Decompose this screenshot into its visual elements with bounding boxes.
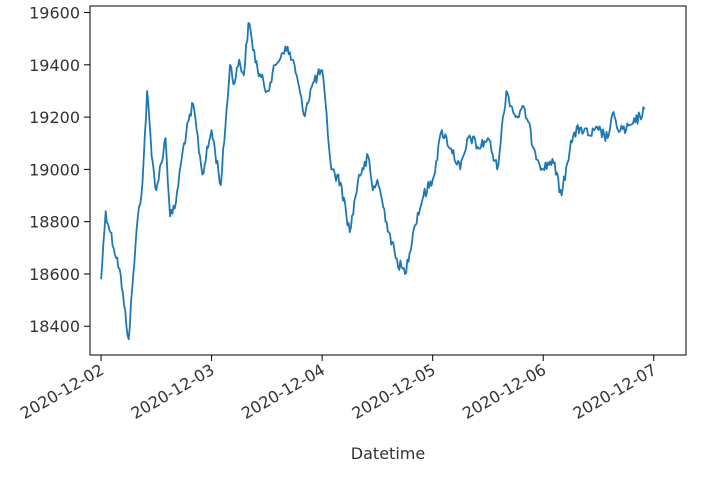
x-tick-label: 2020-12-04: [238, 360, 328, 423]
y-tick-label: 19200: [29, 108, 80, 127]
price-series-line: [100, 22, 646, 341]
y-tick-label: 18600: [29, 265, 80, 284]
y-axis: 18400 18600 18800 19000 19200 19400 19600: [29, 4, 90, 336]
x-tick-label: 2020-12-02: [17, 360, 107, 423]
y-tick-label: 19400: [29, 56, 80, 75]
y-tick-label: 18800: [29, 213, 80, 232]
x-tick-label: 2020-12-06: [459, 360, 549, 423]
x-axis: 2020-12-02 2020-12-03 2020-12-04 2020-12-05…: [17, 355, 660, 423]
x-axis-title: Datetime: [351, 444, 425, 463]
x-tick-label: 2020-12-07: [570, 360, 660, 423]
x-tick-label: 2020-12-03: [128, 360, 218, 423]
plot-area: [89, 5, 687, 356]
y-tick-label: 19600: [29, 4, 80, 23]
y-tick-label: 19000: [29, 160, 80, 179]
x-tick-label: 2020-12-05: [349, 360, 439, 423]
y-tick-label: 18400: [29, 317, 80, 336]
